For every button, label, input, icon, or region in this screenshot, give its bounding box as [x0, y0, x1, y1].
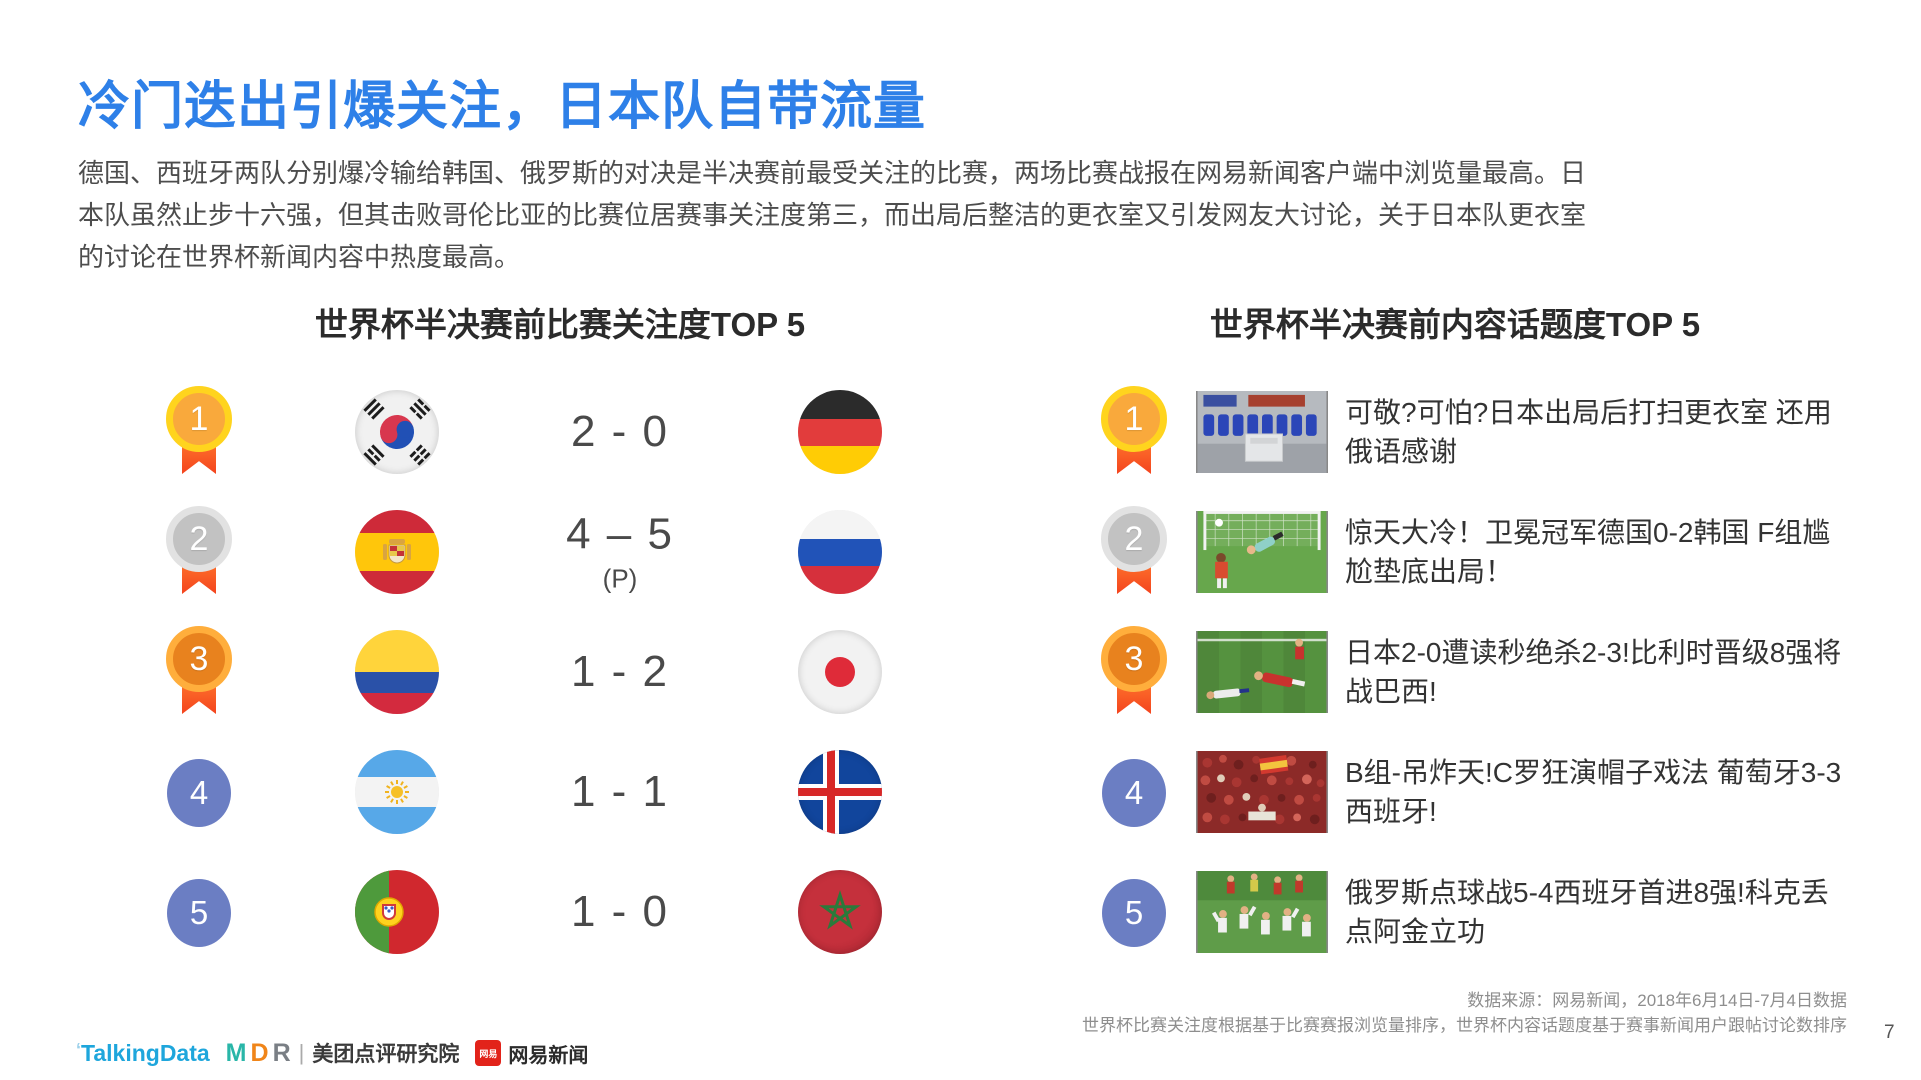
data-source-note: 数据来源：网易新闻，2018年6月14日-7月4日数据 世界杯比赛关注度根据基于…: [1082, 988, 1847, 1038]
match-score: 2 - 0: [570, 407, 670, 456]
spain-flag-icon: [355, 510, 439, 594]
portugal-spain-fans-thumbnail: [1196, 751, 1328, 833]
rank-badge: 5: [1102, 879, 1166, 947]
russia-spain-celebration-thumbnail: [1196, 871, 1328, 953]
page-number: 7: [1884, 1022, 1895, 1043]
news-headline: 俄罗斯点球战5-4西班牙首进8强!科克丢点阿金立功: [1345, 877, 1829, 947]
rank-number: 1: [1101, 386, 1167, 452]
topic-row-5: 5: [0, 852, 1921, 972]
news-headline: 可敬?可怕?日本出局后打扫更衣室 还用俄语感谢: [1345, 397, 1832, 467]
iceland-flag-icon: [798, 750, 882, 834]
intro-line-2: 本队虽然止步十六强，但其击败哥伦比亚的比赛位居赛事关注度第三，而出局后整洁的更衣…: [78, 200, 1587, 230]
taegeuk-icon: [363, 398, 431, 466]
match-score: 4 – 5: [566, 509, 674, 559]
portugal-emblem-icon: [374, 897, 404, 927]
mdr-m-letter: M: [225, 1038, 247, 1067]
topic-row-4: 4: [0, 732, 1921, 852]
mdr-d-letter: D: [250, 1038, 269, 1067]
fallen-players-image: [1197, 631, 1327, 713]
left-panel-title: 世界杯半决赛前比赛关注度TOP 5: [314, 306, 806, 343]
goal-scene-image: [1197, 511, 1327, 593]
gold-medal-icon: 1: [166, 386, 232, 480]
score-block: 1 - 2: [495, 647, 745, 697]
russia-flag-icon: [798, 510, 882, 594]
news-headline: 日本2-0遭读秒绝杀2-3!比利时晋级8强将战巴西!: [1345, 637, 1842, 707]
intro-line-1: 德国、西班牙两队分别爆冷输给韩国、俄罗斯的对决是半决赛前最受关注的比赛，两场比赛…: [78, 158, 1587, 188]
rank-number: 2: [1101, 506, 1167, 572]
talkingdata-tick-icon: ‘: [76, 1039, 82, 1060]
hinomaru-icon: [825, 657, 855, 687]
match-row-2: 2 4 – 5 (P): [0, 492, 1921, 612]
logo-divider: |: [298, 1040, 305, 1065]
germany-korea-match-thumbnail: [1196, 511, 1328, 593]
japan-belgium-match-thumbnail: [1196, 631, 1328, 713]
talkingdata-logo: ‘TalkingData: [76, 1040, 210, 1067]
celebration-image: [1197, 871, 1327, 953]
netease-news-logo: 网易 网易新闻: [475, 1039, 588, 1068]
match-row-1: 1 2 - 0: [0, 372, 1921, 492]
rank-number: 3: [166, 626, 232, 692]
germany-flag-icon: [798, 390, 882, 474]
rank-badge: 4: [167, 759, 231, 827]
topic-row-2: 2: [0, 492, 1921, 612]
source-line-2: 世界杯比赛关注度根据基于比赛赛报浏览量排序，世界杯内容话题度基于赛事新闻用户跟帖…: [1082, 1016, 1847, 1035]
bronze-medal-icon: 3: [166, 626, 232, 720]
rank-number: 3: [1101, 626, 1167, 692]
news-headline: 惊天大冷！卫冕冠军德国0-2韩国 F组尴尬垫底出局！: [1345, 517, 1831, 587]
fans-crowd-image: [1197, 751, 1327, 833]
match-score: 1 - 2: [570, 647, 670, 696]
meituan-research-label: 美团点评研究院: [312, 1043, 460, 1066]
score-block: 1 - 1: [495, 767, 745, 817]
intro-line-3: 的讨论在世界杯新闻内容中热度最高。: [78, 242, 521, 272]
bronze-medal-icon: 3: [1101, 626, 1167, 720]
portugal-flag-icon: [355, 870, 439, 954]
japan-locker-room-thumbnail: [1196, 391, 1328, 473]
topic-row-1: 1 可敬?可怕?日本出局后打扫更衣室 还用俄语感谢: [0, 372, 1921, 492]
topic-row-3: 3 日本2-0遭读秒绝: [0, 612, 1921, 732]
sun-of-may-icon: [385, 780, 409, 804]
morocco-flag-icon: [798, 870, 882, 954]
gold-medal-icon: 1: [1101, 386, 1167, 480]
locker-room-image: [1197, 391, 1327, 473]
silver-medal-icon: 2: [166, 506, 232, 600]
score-block: 4 – 5 (P): [495, 510, 745, 595]
nordic-cross-icon: [798, 750, 882, 834]
score-block: 1 - 0: [495, 887, 745, 937]
netease-news-label: 网易新闻: [508, 1044, 589, 1067]
japan-flag-icon: [798, 630, 882, 714]
match-row-4: 4 1 - 1: [0, 732, 1921, 852]
page-title: 冷门迭出引爆关注，日本队自带流量: [78, 78, 927, 136]
right-panel-title: 世界杯半决赛前内容话题度TOP 5: [1209, 306, 1701, 343]
match-score: 1 - 1: [570, 767, 670, 816]
rank-number: 2: [166, 506, 232, 572]
news-headline: B组-吊炸天!C罗狂演帽子戏法 葡萄牙3-3西班牙!: [1345, 757, 1842, 827]
talkingdata-wordmark: TalkingData: [81, 1039, 210, 1066]
match-score: 1 - 0: [570, 887, 670, 936]
match-row-3: 3 1 - 2: [0, 612, 1921, 732]
score-block: 2 - 0: [495, 407, 745, 457]
south-korea-flag-icon: [355, 390, 439, 474]
penalty-note: (P): [602, 563, 638, 594]
netease-badge-icon: 网易: [475, 1040, 502, 1066]
rank-badge: 4: [1102, 759, 1166, 827]
silver-medal-icon: 2: [1101, 506, 1167, 600]
rank-number: 1: [166, 386, 232, 452]
mdr-r-letter: R: [272, 1038, 291, 1067]
spain-crest-icon: [383, 539, 411, 564]
argentina-flag-icon: [355, 750, 439, 834]
colombia-flag-icon: [355, 630, 439, 714]
source-line-1: 数据来源：网易新闻，2018年6月14日-7月4日数据: [1467, 991, 1847, 1010]
intro-paragraph: 德国、西班牙两队分别爆冷输给韩国、俄罗斯的对决是半决赛前最受关注的比赛，两场比赛…: [78, 152, 1868, 278]
pentagram-star-icon: [819, 890, 861, 930]
rank-badge: 5: [167, 879, 231, 947]
match-row-5: 5 1 - 0: [0, 852, 1921, 972]
